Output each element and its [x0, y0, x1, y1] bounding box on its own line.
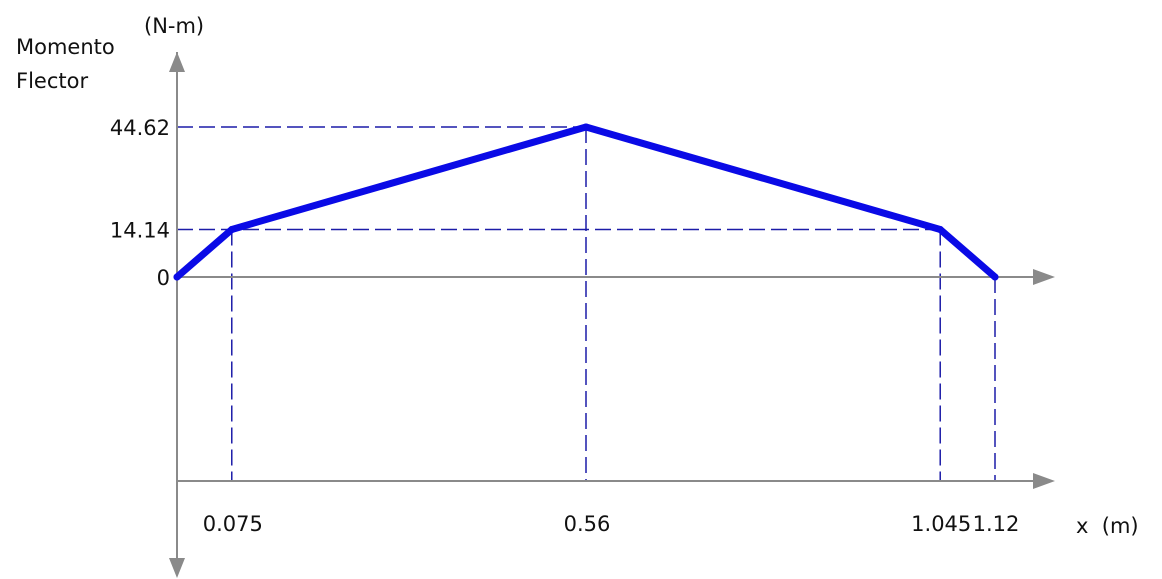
x-tick-label: 0.56	[564, 512, 611, 536]
axes	[169, 52, 1055, 578]
x-tick-label: 0.075	[203, 512, 263, 536]
x-tick-label: 1.12	[973, 512, 1020, 536]
data-point	[582, 123, 590, 131]
data-point	[228, 225, 236, 233]
data-point	[991, 273, 999, 281]
moment-series	[173, 123, 999, 281]
data-point	[936, 225, 944, 233]
data-point	[173, 273, 181, 281]
y-tick-label: 14.14	[110, 218, 170, 242]
labels: Momento Flector (N-m) x (m) 44.62 14.14 0 0…	[16, 14, 1139, 538]
y-axis-arrow-up	[169, 52, 185, 72]
guide-lines	[177, 126, 996, 481]
lower-x-axis-arrow	[1033, 473, 1055, 489]
x-axis-title: x (m)	[1076, 514, 1139, 538]
x-tick-label: 1.045	[911, 512, 971, 536]
y-axis-unit: (N-m)	[144, 14, 204, 38]
y-axis-title-line2: Flector	[16, 69, 88, 93]
y-tick-label: 0	[157, 266, 170, 290]
y-axis-arrow-down	[169, 558, 185, 578]
y-tick-label: 44.62	[110, 116, 170, 140]
y-axis-title-line1: Momento	[16, 35, 115, 59]
x-axis-arrow	[1033, 269, 1055, 285]
